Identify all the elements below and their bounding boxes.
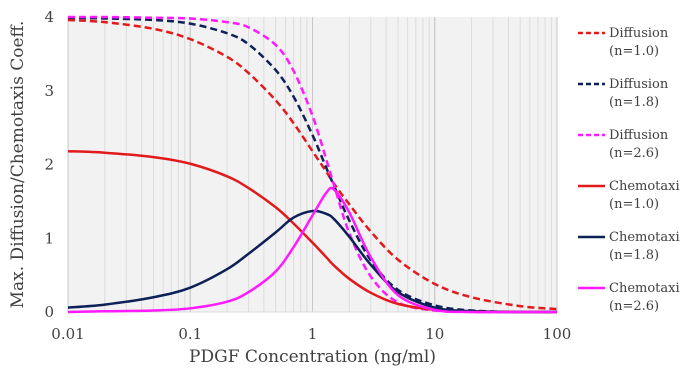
legend-label-sub: (n=1.8) xyxy=(609,95,659,110)
x-tick-label: 0.1 xyxy=(178,325,202,343)
legend-label: Diffusion xyxy=(609,77,669,92)
series-lines xyxy=(67,15,558,314)
x-tick-label: 100 xyxy=(543,325,572,343)
x-tick-label: 1 xyxy=(308,325,318,343)
legend-label: Chemotaxis xyxy=(609,179,680,194)
legend-label: Diffusion xyxy=(609,26,669,41)
y-tick-label: 4 xyxy=(44,8,54,26)
y-tick-label: 1 xyxy=(44,229,54,247)
x-axis-title: PDGF Concentration (ng/ml) xyxy=(189,347,436,367)
legend-label-sub: (n=1.0) xyxy=(609,44,659,59)
y-tick-label: 0 xyxy=(44,303,54,321)
y-tick-label: 2 xyxy=(44,156,54,174)
series-line-1 xyxy=(67,16,558,314)
legend-label: Diffusion xyxy=(609,128,669,143)
y-tick-label: 3 xyxy=(44,82,54,100)
legend-label-sub: (n=2.6) xyxy=(609,146,659,161)
tick-labels: 0.01 0.1 1 10 100 0 1 2 3 4 xyxy=(44,8,571,343)
legend-label-sub: (n=1.8) xyxy=(609,248,659,263)
series-line-5 xyxy=(67,186,557,314)
x-tick-label: 0.01 xyxy=(51,325,84,343)
x-tick-label: 10 xyxy=(425,325,444,343)
legend-label-sub: (n=2.6) xyxy=(609,299,659,314)
legend-label: Chemotaxis xyxy=(609,230,680,245)
legend-label: Chemotaxis xyxy=(609,281,680,296)
y-axis-title: Max. Diffusion/Chemotaxis Coeff. xyxy=(8,21,28,309)
series-line-4 xyxy=(67,209,558,314)
series-line-0 xyxy=(67,18,558,311)
legend: Diffusion (n=1.0) Diffusion (n=1.8) Diffusio… xyxy=(578,26,680,314)
legend-label-sub: (n=1.0) xyxy=(609,197,659,212)
